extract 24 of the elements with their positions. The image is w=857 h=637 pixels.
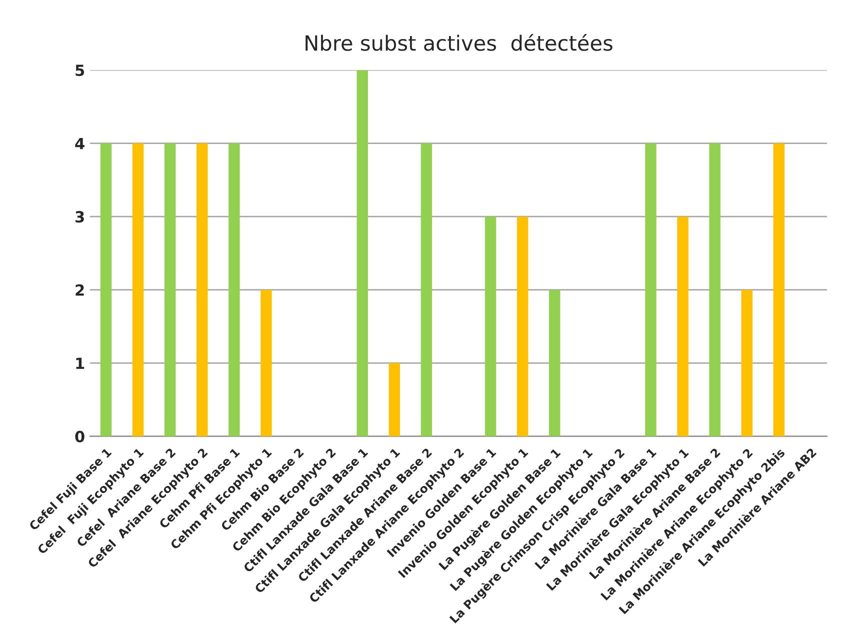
bar [773,143,785,436]
y-tick-label: 1 [76,358,84,369]
y-tick-label: 5 [76,64,84,76]
bar [549,290,560,436]
bar [228,143,240,436]
bar [484,216,496,436]
bar [196,143,208,436]
bar [100,143,112,436]
bar [741,290,752,436]
bar [677,216,688,436]
bar [516,216,528,436]
y-tick-label: 4 [75,138,84,150]
bar [164,143,176,436]
bar [260,290,272,436]
bar [645,143,656,436]
bar [709,143,720,436]
y-tick-label: 0 [75,430,84,442]
y-tick-label: 2 [76,284,84,296]
bar [388,363,400,436]
bar [356,70,368,436]
y-tick-label: 3 [76,211,84,223]
bar [132,143,144,436]
bar [420,143,432,436]
chart-title: Nbre subst actives détectées [306,34,612,51]
